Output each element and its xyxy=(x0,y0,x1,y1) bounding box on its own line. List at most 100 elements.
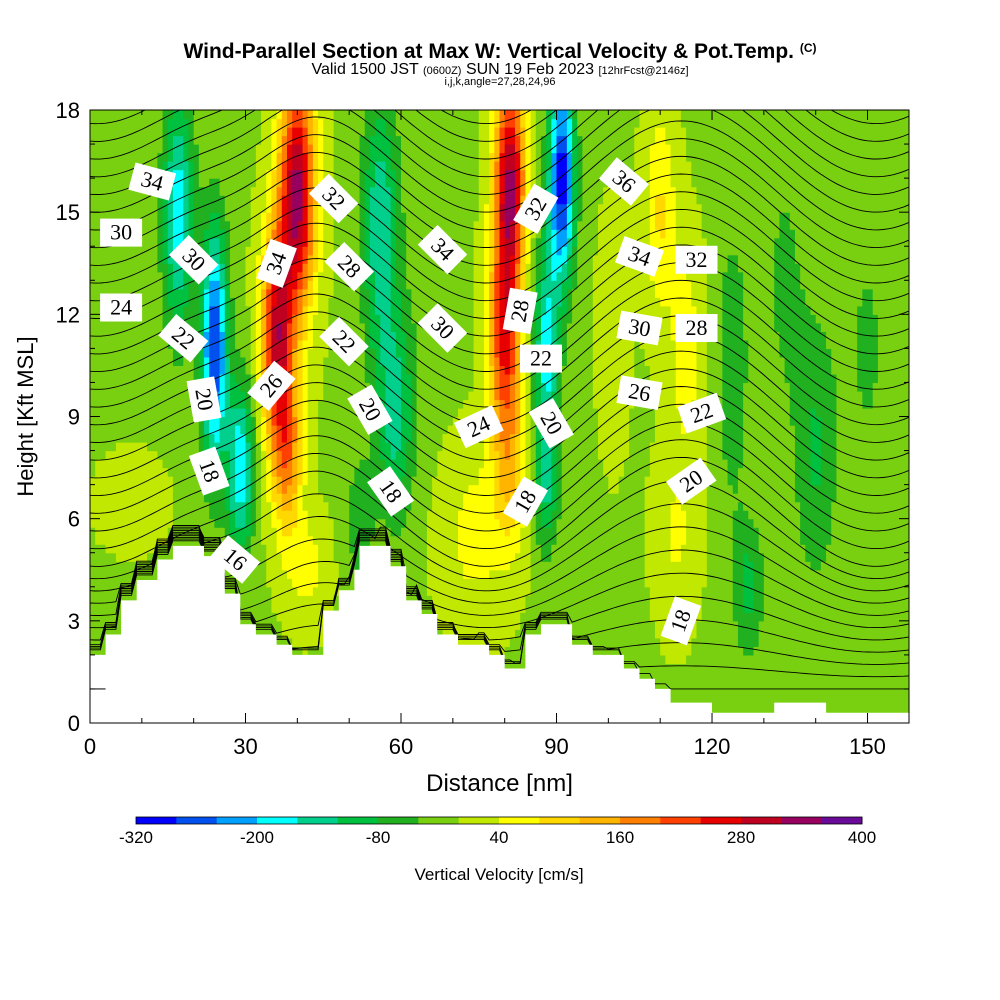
velocity-cell xyxy=(442,612,449,622)
velocity-cell xyxy=(401,476,407,486)
velocity-cell xyxy=(292,390,298,401)
velocity-cell xyxy=(126,254,133,264)
velocity-cell xyxy=(141,314,148,324)
velocity-cell xyxy=(323,535,330,545)
velocity-cell xyxy=(375,229,381,239)
velocity-cell xyxy=(271,135,278,145)
velocity-cell xyxy=(318,442,324,452)
velocity-cell xyxy=(235,510,241,520)
velocity-cell xyxy=(385,322,392,332)
velocity-cell xyxy=(343,518,350,528)
velocity-cell xyxy=(406,578,412,588)
velocity-cell xyxy=(286,527,293,537)
velocity-cell xyxy=(219,433,226,443)
velocity-cell xyxy=(229,459,236,469)
velocity-cell xyxy=(141,263,148,273)
velocity-cell xyxy=(266,212,273,222)
velocity-cell xyxy=(126,569,133,579)
velocity-cell xyxy=(406,356,412,367)
velocity-cell xyxy=(178,467,184,477)
velocity-cell xyxy=(395,467,402,477)
velocity-cell xyxy=(214,314,221,324)
velocity-cell xyxy=(198,356,205,367)
velocity-cell xyxy=(281,135,288,145)
velocity-cell xyxy=(245,510,252,520)
velocity-cell xyxy=(401,229,407,239)
velocity-cell xyxy=(219,203,226,213)
velocity-cell xyxy=(121,399,127,409)
velocity-cell xyxy=(442,305,449,315)
velocity-cell xyxy=(380,399,387,409)
velocity-cell xyxy=(90,510,96,520)
velocity-cell xyxy=(110,390,117,401)
velocity-cell xyxy=(359,501,366,511)
velocity-cell xyxy=(390,161,397,171)
velocity-cell xyxy=(255,144,262,154)
velocity-cell xyxy=(245,450,252,460)
velocity-cell xyxy=(224,305,231,315)
velocity-cell xyxy=(198,127,205,137)
velocity-cell xyxy=(354,552,361,562)
velocity-cell xyxy=(276,450,283,460)
velocity-cell xyxy=(167,135,174,145)
velocity-cell xyxy=(307,561,314,571)
velocity-cell xyxy=(411,433,418,443)
velocity-cell xyxy=(167,552,174,562)
velocity-cell xyxy=(95,365,101,375)
velocity-cell xyxy=(126,425,133,435)
velocity-cell xyxy=(162,382,169,392)
velocity-cell xyxy=(302,152,309,162)
velocity-cell xyxy=(266,459,273,469)
velocity-cell xyxy=(312,339,319,349)
velocity-cell xyxy=(354,118,361,128)
velocity-cell xyxy=(147,263,153,273)
velocity-cell xyxy=(126,144,133,154)
velocity-cell xyxy=(432,280,438,290)
velocity-cell xyxy=(406,246,412,256)
velocity-cell xyxy=(359,425,366,435)
velocity-cell xyxy=(302,220,309,230)
velocity-cell xyxy=(411,169,418,179)
velocity-cell xyxy=(115,459,122,469)
velocity-cell xyxy=(307,178,314,188)
velocity-cell xyxy=(219,135,226,145)
velocity-cell xyxy=(437,484,444,494)
velocity-cell xyxy=(214,305,221,315)
velocity-cell xyxy=(235,178,241,188)
velocity-cell xyxy=(136,442,143,452)
velocity-cell xyxy=(369,348,376,358)
velocity-cell xyxy=(406,399,412,409)
velocity-cell xyxy=(375,161,381,171)
velocity-cell xyxy=(416,569,423,579)
velocity-cell xyxy=(406,118,412,128)
velocity-cell xyxy=(276,467,283,477)
velocity-cell xyxy=(369,314,376,324)
velocity-cell xyxy=(126,373,133,384)
velocity-cell xyxy=(401,356,407,367)
velocity-cell xyxy=(183,390,190,401)
velocity-cell xyxy=(380,518,387,528)
velocity-cell xyxy=(390,365,397,375)
velocity-cell xyxy=(245,178,252,188)
velocity-cell xyxy=(141,493,148,503)
velocity-cell xyxy=(369,127,376,137)
velocity-cell xyxy=(426,161,433,171)
velocity-cell xyxy=(416,518,423,528)
velocity-cell xyxy=(105,365,112,375)
velocity-cell xyxy=(167,476,174,486)
velocity-cell xyxy=(110,527,117,537)
velocity-cell xyxy=(286,399,293,409)
velocity-cell xyxy=(110,501,117,511)
velocity-cell xyxy=(416,118,423,128)
velocity-cell xyxy=(178,237,184,247)
velocity-cell xyxy=(364,280,371,290)
velocity-cell xyxy=(95,348,101,358)
velocity-cell xyxy=(406,382,412,392)
velocity-cell xyxy=(198,510,205,520)
velocity-cell xyxy=(178,195,184,205)
velocity-cell xyxy=(442,620,449,630)
velocity-cell xyxy=(219,220,226,230)
velocity-cell xyxy=(183,433,190,443)
velocity-cell xyxy=(426,339,433,349)
velocity-cell xyxy=(343,229,350,239)
